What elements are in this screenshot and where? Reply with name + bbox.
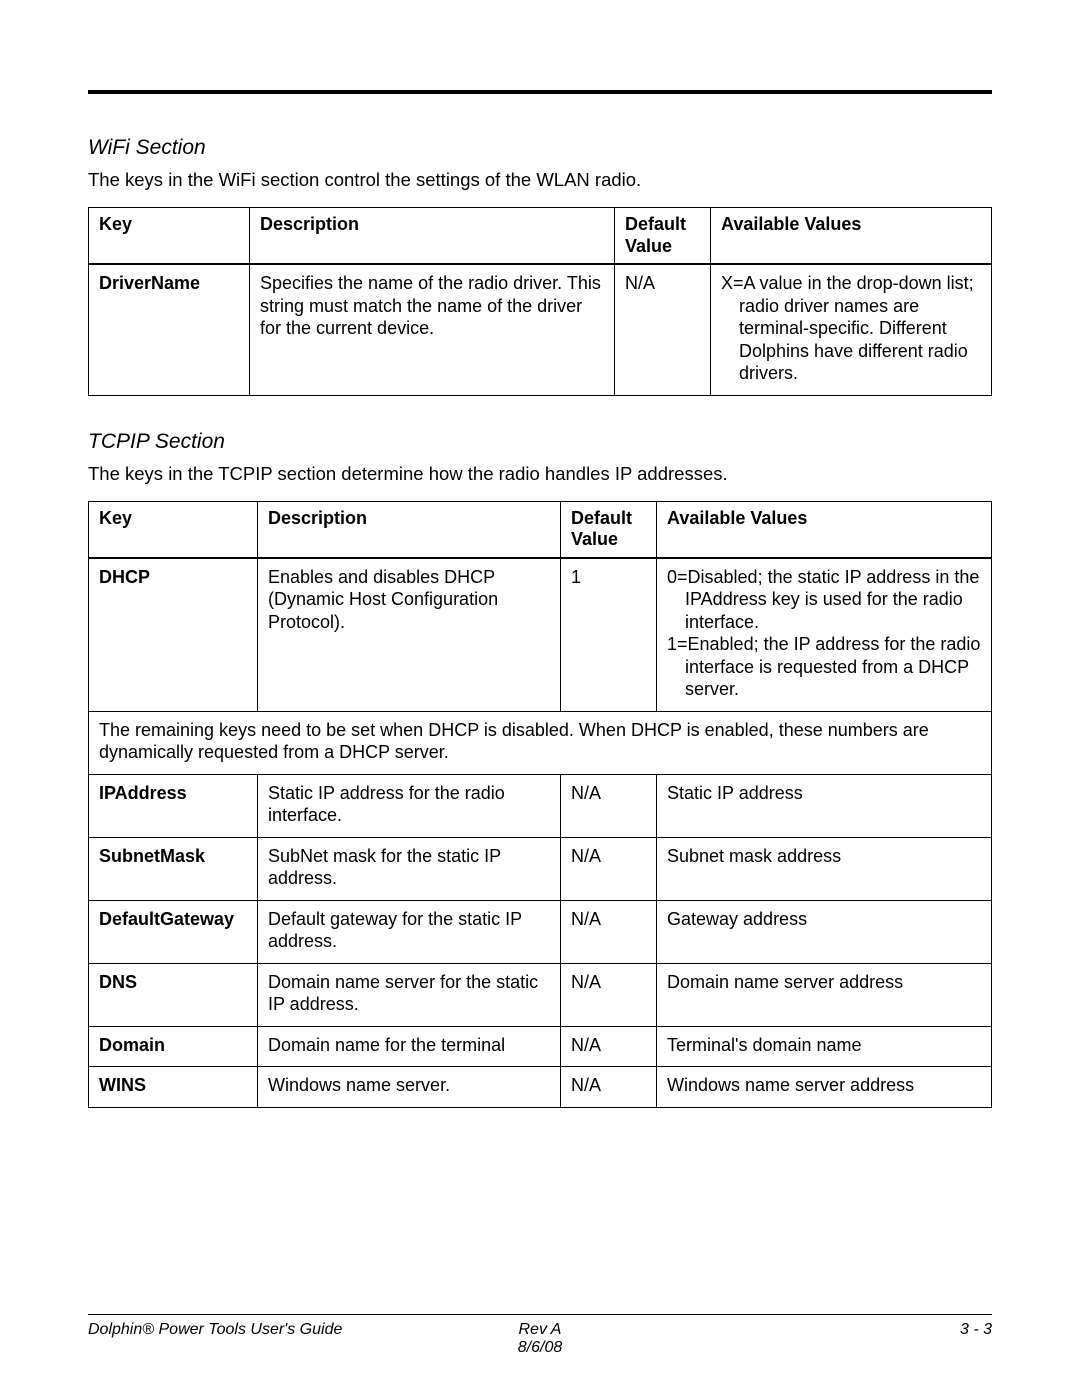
cell-default: N/A — [561, 963, 657, 1026]
table-row: DHCP Enables and disables DHCP (Dynamic … — [89, 558, 992, 712]
top-rule — [88, 90, 992, 94]
cell-key: DNS — [89, 963, 258, 1026]
cell-avail: Terminal's domain name — [657, 1026, 992, 1067]
cell-avail: Subnet mask address — [657, 837, 992, 900]
cell-avail: X=A value in the drop-down list; radio d… — [711, 264, 992, 395]
cell-avail: 0=Disabled; the static IP address in the… — [657, 558, 992, 712]
cell-key: SubnetMask — [89, 837, 258, 900]
cell-desc: Specifies the name of the radio driver. … — [250, 264, 615, 395]
footer-page-number: 3 - 3 — [691, 1321, 992, 1357]
cell-desc: Enables and disables DHCP (Dynamic Host … — [258, 558, 561, 712]
page: WiFi Section The keys in the WiFi sectio… — [0, 0, 1080, 1397]
cell-avail: Static IP address — [657, 774, 992, 837]
table-header-row: Key Description Default Value Available … — [89, 501, 992, 558]
table-row: Domain Domain name for the terminal N/A … — [89, 1026, 992, 1067]
tcpip-section-intro: The keys in the TCPIP section determine … — [88, 462, 992, 487]
footer-date: 8/6/08 — [518, 1339, 562, 1356]
table-row: IPAddress Static IP address for the radi… — [89, 774, 992, 837]
cell-default: 1 — [561, 558, 657, 712]
footer-guide-title: Dolphin® Power Tools User's Guide — [88, 1321, 389, 1357]
cell-key: Domain — [89, 1026, 258, 1067]
table-row: DNS Domain name server for the static IP… — [89, 963, 992, 1026]
cell-default: N/A — [561, 837, 657, 900]
table-row: DefaultGateway Default gateway for the s… — [89, 900, 992, 963]
col-description: Description — [258, 501, 561, 558]
wifi-table: Key Description Default Value Available … — [88, 207, 992, 396]
col-available: Available Values — [657, 501, 992, 558]
cell-key: WINS — [89, 1067, 258, 1108]
table-row: WINS Windows name server. N/A Windows na… — [89, 1067, 992, 1108]
col-description: Description — [250, 207, 615, 264]
cell-default: N/A — [561, 774, 657, 837]
cell-desc: Domain name for the terminal — [258, 1026, 561, 1067]
cell-key: IPAddress — [89, 774, 258, 837]
cell-key: DriverName — [89, 264, 250, 395]
table-row: SubnetMask SubNet mask for the static IP… — [89, 837, 992, 900]
cell-desc: Static IP address for the radio interfac… — [258, 774, 561, 837]
table-header-row: Key Description Default Value Available … — [89, 207, 992, 264]
col-default: Default Value — [561, 501, 657, 558]
table-row: DriverName Specifies the name of the rad… — [89, 264, 992, 395]
cell-desc: SubNet mask for the static IP address. — [258, 837, 561, 900]
col-available: Available Values — [711, 207, 992, 264]
cell-default: N/A — [561, 900, 657, 963]
col-key: Key — [89, 501, 258, 558]
cell-desc: Domain name server for the static IP add… — [258, 963, 561, 1026]
tcpip-section-title: TCPIP Section — [88, 430, 992, 454]
page-footer: Dolphin® Power Tools User's Guide Rev A … — [88, 1314, 992, 1357]
cell-avail: Windows name server address — [657, 1067, 992, 1108]
wifi-section-intro: The keys in the WiFi section control the… — [88, 168, 992, 193]
cell-default: N/A — [561, 1026, 657, 1067]
tcpip-table: Key Description Default Value Available … — [88, 501, 992, 1108]
cell-default: N/A — [561, 1067, 657, 1108]
cell-default: N/A — [615, 264, 711, 395]
col-key: Key — [89, 207, 250, 264]
col-default: Default Value — [615, 207, 711, 264]
footer-revision: Rev A — [519, 1321, 562, 1338]
cell-note: The remaining keys need to be set when D… — [89, 711, 992, 774]
table-note-row: The remaining keys need to be set when D… — [89, 711, 992, 774]
cell-desc: Windows name server. — [258, 1067, 561, 1108]
cell-desc: Default gateway for the static IP addres… — [258, 900, 561, 963]
wifi-section-title: WiFi Section — [88, 136, 992, 160]
cell-avail: Gateway address — [657, 900, 992, 963]
cell-key: DefaultGateway — [89, 900, 258, 963]
cell-key: DHCP — [89, 558, 258, 712]
cell-avail: Domain name server address — [657, 963, 992, 1026]
